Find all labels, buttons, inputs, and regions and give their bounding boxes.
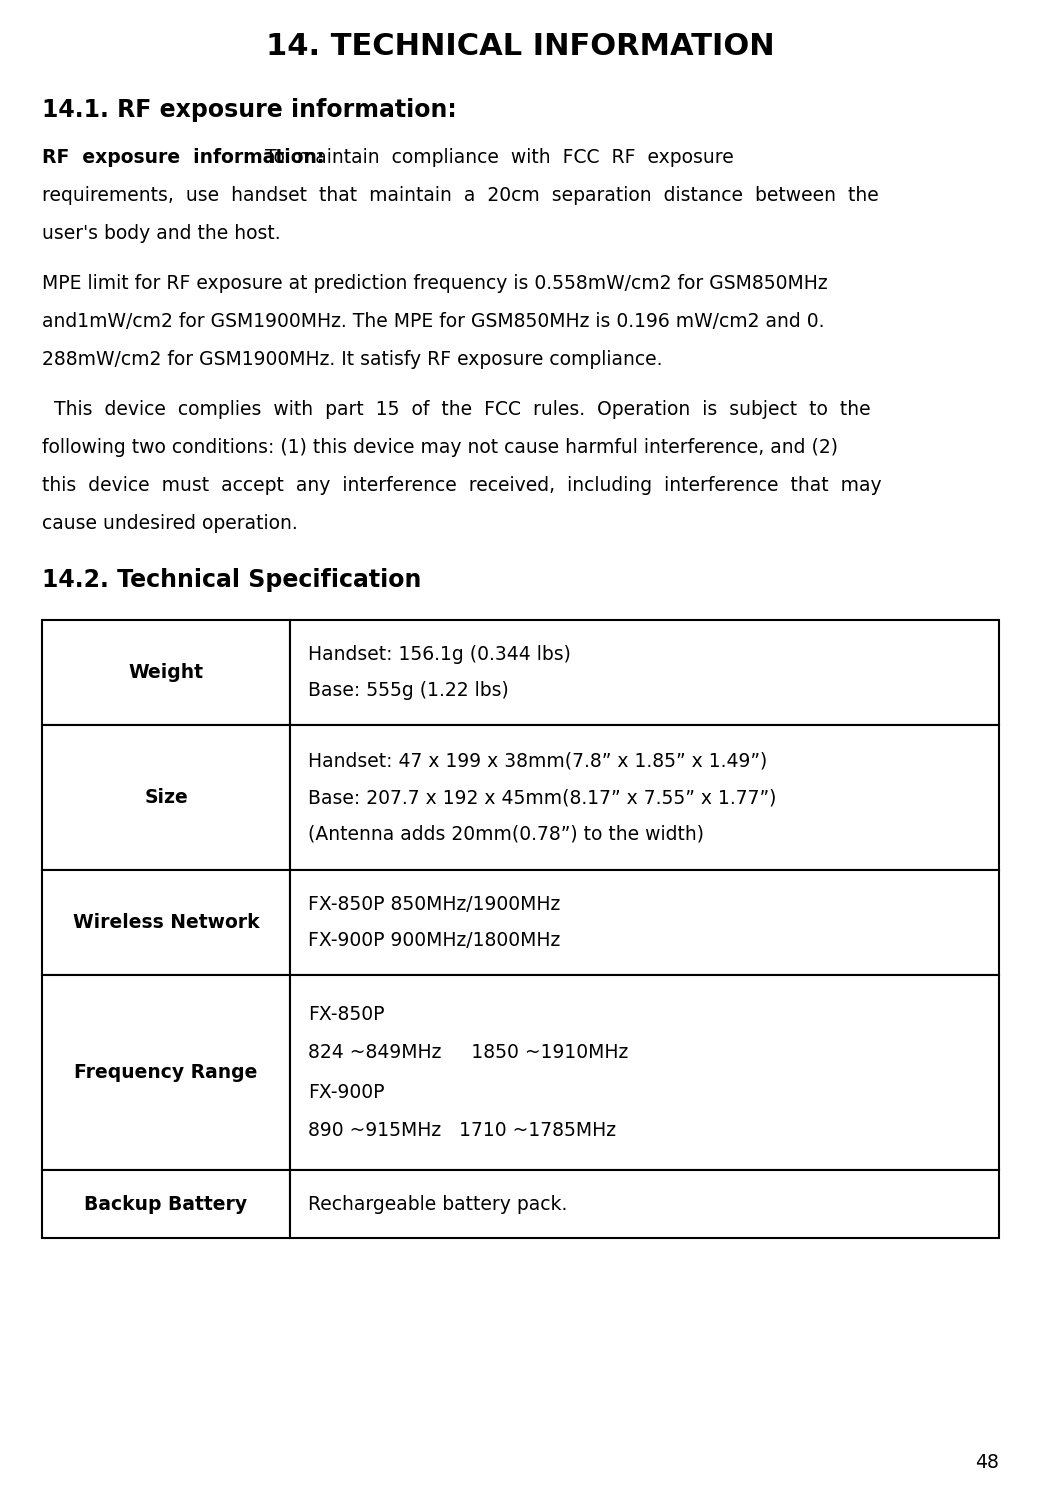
Bar xyxy=(290,724,999,870)
Text: Frequency Range: Frequency Range xyxy=(74,1064,258,1082)
Text: Rechargeable battery pack.: Rechargeable battery pack. xyxy=(308,1194,567,1214)
Text: 824 ~849MHz     1850 ~1910MHz: 824 ~849MHz 1850 ~1910MHz xyxy=(308,1044,629,1062)
Bar xyxy=(42,870,290,975)
Text: and1mW/cm2 for GSM1900MHz. The MPE for GSM850MHz is 0.196 mW/cm2 and 0.: and1mW/cm2 for GSM1900MHz. The MPE for G… xyxy=(42,312,824,332)
Bar xyxy=(42,1170,290,1238)
Text: FX-900P 900MHz/1800MHz: FX-900P 900MHz/1800MHz xyxy=(308,930,560,950)
Text: RF  exposure  information:: RF exposure information: xyxy=(42,148,325,166)
Text: Weight: Weight xyxy=(128,663,203,682)
Text: 14.1. RF exposure information:: 14.1. RF exposure information: xyxy=(42,98,457,122)
Text: 14.2. Technical Specification: 14.2. Technical Specification xyxy=(42,568,422,592)
Text: 288mW/cm2 for GSM1900MHz. It satisfy RF exposure compliance.: 288mW/cm2 for GSM1900MHz. It satisfy RF … xyxy=(42,350,662,369)
Bar xyxy=(290,620,999,724)
Text: (Antenna adds 20mm(0.78”) to the width): (Antenna adds 20mm(0.78”) to the width) xyxy=(308,825,704,843)
Text: 48: 48 xyxy=(975,1454,999,1472)
Bar xyxy=(42,620,290,724)
Bar xyxy=(290,975,999,1170)
Bar xyxy=(290,1170,999,1238)
Text: requirements,  use  handset  that  maintain  a  20cm  separation  distance  betw: requirements, use handset that maintain … xyxy=(42,186,879,206)
Text: FX-850P 850MHz/1900MHz: FX-850P 850MHz/1900MHz xyxy=(308,896,560,915)
Text: cause undesired operation.: cause undesired operation. xyxy=(42,514,298,532)
Text: user's body and the host.: user's body and the host. xyxy=(42,224,281,243)
Text: this  device  must  accept  any  interference  received,  including  interferenc: this device must accept any interference… xyxy=(42,476,882,495)
Bar xyxy=(42,975,290,1170)
Text: Base: 207.7 x 192 x 45mm(8.17” x 7.55” x 1.77”): Base: 207.7 x 192 x 45mm(8.17” x 7.55” x… xyxy=(308,788,777,807)
Text: Wireless Network: Wireless Network xyxy=(73,914,259,932)
Text: Handset: 156.1g (0.344 lbs): Handset: 156.1g (0.344 lbs) xyxy=(308,645,570,664)
Text: Size: Size xyxy=(144,788,187,807)
Text: Handset: 47 x 199 x 38mm(7.8” x 1.85” x 1.49”): Handset: 47 x 199 x 38mm(7.8” x 1.85” x … xyxy=(308,752,767,771)
Text: FX-900P: FX-900P xyxy=(308,1083,384,1101)
Text: 14. TECHNICAL INFORMATION: 14. TECHNICAL INFORMATION xyxy=(266,32,775,62)
Text: This  device  complies  with  part  15  of  the  FCC  rules.  Operation  is  sub: This device complies with part 15 of the… xyxy=(42,400,870,418)
Text: Backup Battery: Backup Battery xyxy=(84,1194,248,1214)
Text: Base: 555g (1.22 lbs): Base: 555g (1.22 lbs) xyxy=(308,681,509,699)
Text: To  maintain  compliance  with  FCC  RF  exposure: To maintain compliance with FCC RF expos… xyxy=(253,148,733,166)
Text: following two conditions: (1) this device may not cause harmful interference, an: following two conditions: (1) this devic… xyxy=(42,438,838,458)
Text: 890 ~915MHz   1710 ~1785MHz: 890 ~915MHz 1710 ~1785MHz xyxy=(308,1122,616,1140)
Bar xyxy=(290,870,999,975)
Text: MPE limit for RF exposure at prediction frequency is 0.558mW/cm2 for GSM850MHz: MPE limit for RF exposure at prediction … xyxy=(42,274,828,292)
Text: FX-850P: FX-850P xyxy=(308,1005,384,1023)
Bar xyxy=(42,724,290,870)
